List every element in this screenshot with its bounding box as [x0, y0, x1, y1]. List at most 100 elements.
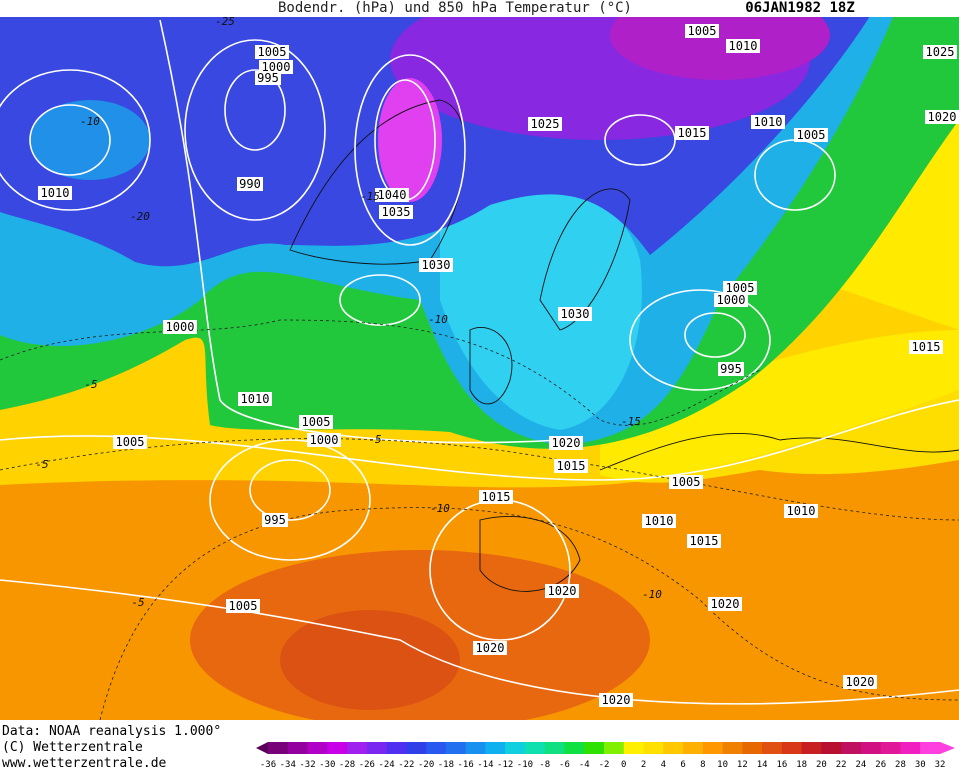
- colorbar-tick-label: 32: [935, 760, 946, 770]
- colorbar-tick-label: -22: [398, 760, 414, 770]
- colorbar-segment: [722, 742, 743, 754]
- isobar-label: 1005: [258, 45, 287, 59]
- colorbar-segment: [445, 742, 467, 754]
- colorbar-tick-label: -4: [579, 760, 590, 770]
- isobar-label-box: [714, 293, 748, 307]
- colorbar-tick-label: -20: [418, 760, 434, 770]
- colorbar-segment: [426, 742, 447, 754]
- isobar-label: 1025: [531, 117, 560, 131]
- isobar-label-box: [237, 177, 263, 191]
- isobar-label-box: [708, 597, 742, 611]
- colorbar-tick-label: -14: [477, 760, 493, 770]
- colorbar-segment: [564, 742, 585, 754]
- isobar-label: 1020: [846, 675, 875, 689]
- colorbar-segment: [880, 742, 901, 754]
- colorbar-arrow-right: [940, 742, 955, 754]
- isobar-label: 1005: [116, 435, 145, 449]
- colorbar-tick-label: 14: [757, 760, 768, 770]
- isobar-label: 1000: [310, 433, 339, 447]
- colorbar-segment: [821, 742, 842, 754]
- colorbar-segment: [366, 742, 388, 754]
- colorbar-segment: [505, 742, 526, 754]
- isobar-label: 1015: [557, 459, 586, 473]
- temperature-label: -10: [642, 588, 662, 601]
- colorbar-arrow-left: [256, 742, 268, 754]
- footer-line: www.wetterzentrale.de: [2, 756, 167, 770]
- isobar-label-box: [909, 340, 943, 354]
- isobar-label-box: [262, 513, 288, 527]
- colorbar-tick-label: -2: [599, 760, 610, 770]
- isobar-label-box: [259, 60, 293, 74]
- isobar-label-box: [379, 205, 413, 219]
- isobar-label: 1020: [711, 597, 740, 611]
- colorbar-tick-label: -8: [539, 760, 550, 770]
- isobar-label: 1010: [787, 504, 816, 518]
- colorbar-segment: [781, 742, 803, 754]
- isobar-label: 1030: [422, 258, 451, 272]
- isobar-label: 1005: [726, 281, 755, 295]
- colorbar-segment: [920, 742, 941, 754]
- colorbar-tick-label: 6: [680, 760, 685, 770]
- colorbar-segment: [742, 742, 763, 754]
- isobar-label: 1020: [928, 110, 957, 124]
- colorbar-tick-label: 22: [836, 760, 847, 770]
- colorbar-segment: [643, 742, 664, 754]
- colorbar-segment: [485, 742, 506, 754]
- isobar-label-box: [549, 436, 583, 450]
- isobar-label: 1020: [552, 436, 581, 450]
- colorbar-tick-label: 4: [661, 760, 666, 770]
- temperature-lines: [0, 319, 959, 721]
- isobar-label-box: [473, 641, 507, 655]
- isobar-label-box: [419, 258, 453, 272]
- colorbar-tick-label: 10: [717, 760, 728, 770]
- colorbar-tick-label: -36: [260, 760, 276, 770]
- colorbar-segment: [663, 742, 684, 754]
- isobar-label: 1035: [382, 205, 411, 219]
- isobar-label-box: [685, 24, 719, 38]
- isobar-label: 1010: [754, 115, 783, 129]
- isobar-label: 1000: [262, 60, 291, 74]
- temperature-label: -15: [360, 190, 380, 203]
- colorbar-tick-label: 16: [776, 760, 787, 770]
- isobar-label: 1000: [717, 293, 746, 307]
- isobar-label: 995: [257, 71, 279, 85]
- isobar-label-box: [599, 693, 633, 707]
- isobar-label-box: [642, 514, 676, 528]
- colorbar-segment: [604, 742, 625, 754]
- isobar-label: 1020: [476, 641, 505, 655]
- map-title: Bodendr. (hPa) und 850 hPa Temperatur (°…: [278, 0, 632, 16]
- isobar-label-box: [794, 128, 828, 142]
- temperature-label: -5: [131, 596, 144, 609]
- colorbar-tick-label: 8: [700, 760, 705, 770]
- isobar-label-box: [925, 110, 959, 124]
- isobar-label: 1030: [561, 307, 590, 321]
- colorbar-segment: [386, 742, 407, 754]
- colorbar-segment: [762, 742, 783, 754]
- isobar-label: 1005: [797, 128, 826, 142]
- colorbar-tick-label: -32: [299, 760, 315, 770]
- isobar-label-box: [255, 71, 281, 85]
- isobar-label-box: [669, 475, 703, 489]
- colorbar-segment: [347, 742, 368, 754]
- isobar-label-box: [751, 115, 785, 129]
- colorbar-segment: [841, 742, 862, 754]
- isobar-label-box: [923, 45, 957, 59]
- isobar-label-box: [299, 415, 333, 429]
- colorbar-segment: [860, 742, 882, 754]
- colorbar-tick-label: 20: [816, 760, 827, 770]
- temperature-label: -5: [84, 378, 97, 391]
- isobar-label: 1015: [690, 534, 719, 548]
- temperature-label: -25: [215, 15, 235, 28]
- isobar-label: 990: [239, 177, 261, 191]
- colorbar-segment: [307, 742, 328, 754]
- colorbar-tick-label: 24: [856, 760, 867, 770]
- colorbar-tick-label: -16: [458, 760, 474, 770]
- colorbar-tick-label: -6: [559, 760, 570, 770]
- isobar-label-box: [255, 45, 289, 59]
- colorbar-segment: [584, 742, 605, 754]
- isobar-label-box: [554, 459, 588, 473]
- temperature-label: -10: [80, 115, 100, 128]
- isobar-label-box: [375, 188, 409, 202]
- isobar-label: 1020: [602, 693, 631, 707]
- isobar-label: 1005: [229, 599, 258, 613]
